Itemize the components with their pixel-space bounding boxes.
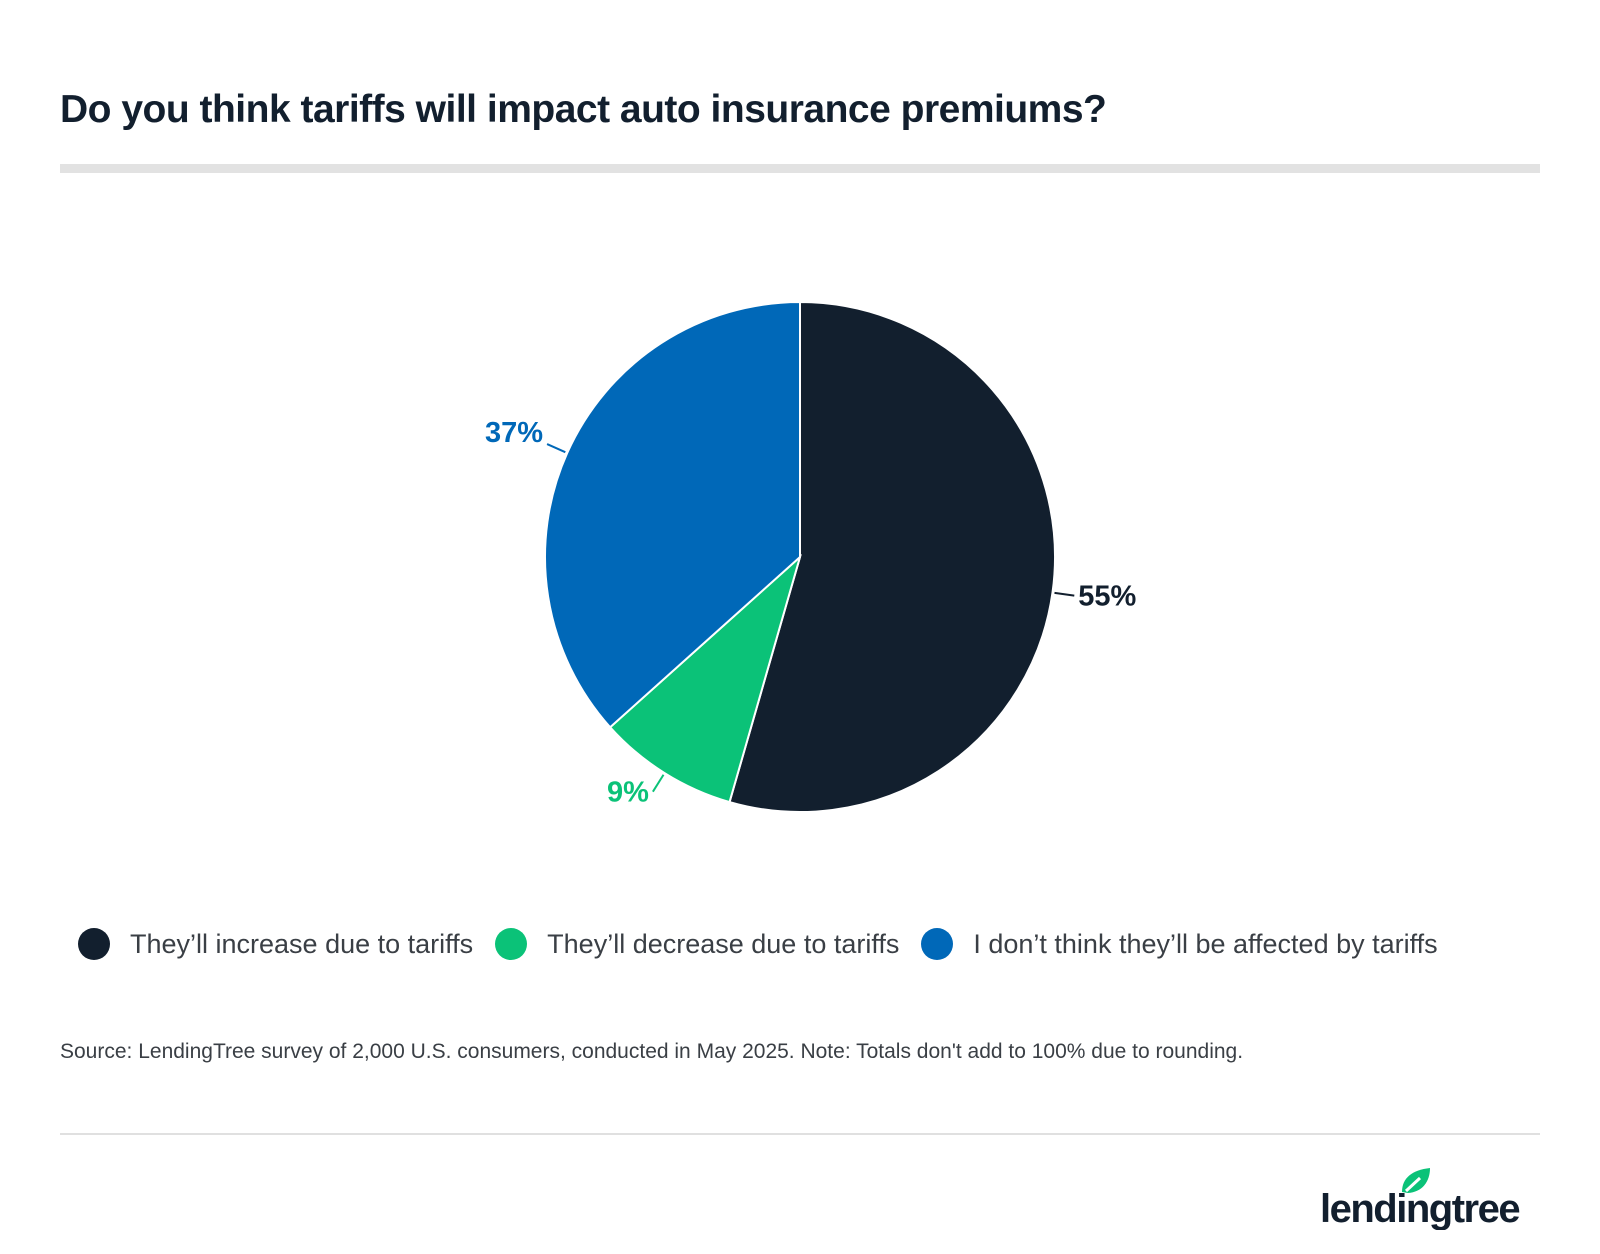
legend-item-decrease: They’ll decrease due to tariffs	[495, 928, 899, 960]
data-label: 37%	[485, 417, 543, 449]
pie-slice-2	[544, 300, 801, 729]
legend-swatch	[495, 928, 528, 960]
legend-item-increase: They’ll increase due to tariffs	[78, 928, 473, 960]
lendingtree-logo: lendingtree	[1320, 1168, 1521, 1230]
legend: They’ll increase due to tariffs They’ll …	[78, 928, 1460, 960]
data-label: 9%	[607, 777, 649, 809]
legend-item-unaffected: I don’t think they’ll be affected by tar…	[921, 928, 1438, 960]
svg-text:lendingtree: lendingtree	[1320, 1187, 1519, 1230]
label-leader-line	[652, 774, 665, 793]
pie-slice-0	[728, 300, 1056, 813]
footer-divider	[60, 1133, 1540, 1135]
legend-label: I don’t think they’ll be affected by tar…	[973, 928, 1438, 959]
data-label: 55%	[1078, 581, 1136, 613]
source-note: Source: LendingTree survey of 2,000 U.S.…	[60, 1040, 1244, 1063]
legend-swatch	[921, 928, 954, 960]
pie-chart: 55% 9% 37%	[485, 300, 1137, 813]
label-leader-line	[546, 443, 566, 454]
legend-label: They’ll increase due to tariffs	[130, 928, 474, 959]
chart-title: Do you think tariffs will impact auto in…	[60, 88, 1107, 131]
legend-label: They’ll decrease due to tariffs	[547, 928, 900, 959]
title-divider	[60, 164, 1540, 173]
legend-swatch	[78, 928, 110, 960]
label-leader-line	[1054, 591, 1075, 597]
pie-slice-1	[608, 553, 802, 804]
